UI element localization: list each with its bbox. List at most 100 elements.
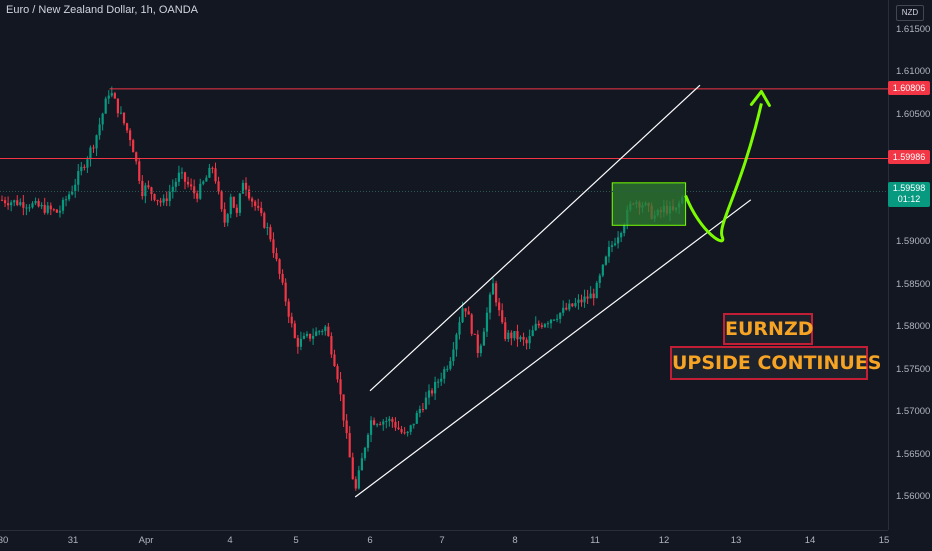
x-tick-label: 30 <box>0 535 9 546</box>
candle-body <box>141 180 144 197</box>
candle-body <box>373 420 376 425</box>
x-tick-label: 8 <box>512 535 518 546</box>
candle-body <box>461 308 464 323</box>
candle-body <box>321 331 324 333</box>
candle-body <box>385 420 388 422</box>
candle-body <box>77 171 80 185</box>
candle-body <box>589 293 592 299</box>
candle-body <box>177 172 180 182</box>
candle-body <box>610 245 614 247</box>
candle-body <box>565 307 568 310</box>
candle-body <box>617 237 620 244</box>
candle-body <box>546 323 550 325</box>
candle-body <box>409 425 412 432</box>
candle-body <box>132 140 135 153</box>
candle-body <box>376 424 379 426</box>
channel-upper-line[interactable] <box>369 84 701 392</box>
candle-body <box>577 299 580 303</box>
candle-body <box>470 314 473 334</box>
x-tick-label: 5 <box>293 535 299 546</box>
projection-curve[interactable] <box>684 103 763 243</box>
candle-body <box>125 123 129 131</box>
candle-body <box>305 333 309 336</box>
candle-body <box>336 366 339 380</box>
x-tick-label: 15 <box>878 535 890 546</box>
candle-body <box>504 322 507 339</box>
candle-body <box>287 301 290 317</box>
candle-body <box>263 213 266 228</box>
currency-badge[interactable]: NZD <box>896 5 924 21</box>
projection-arrowhead-icon <box>749 89 771 107</box>
candle-body <box>74 184 77 192</box>
candle-body <box>211 167 214 169</box>
candle-body <box>473 333 476 335</box>
candle-body <box>260 207 263 214</box>
candle-body <box>16 200 19 206</box>
candle-body <box>34 200 37 204</box>
candle-body <box>379 424 382 426</box>
candle-body <box>583 296 586 303</box>
candle-body <box>351 457 354 480</box>
candle-body <box>391 418 394 422</box>
candle-body <box>357 470 360 489</box>
candle-body <box>516 331 519 340</box>
candle-body <box>68 194 71 200</box>
candle-body <box>488 294 492 313</box>
time-axis[interactable] <box>0 530 888 551</box>
candle-body <box>171 186 174 192</box>
candle-body <box>363 447 367 459</box>
candle-body <box>464 308 467 312</box>
candle-body <box>449 361 452 369</box>
y-tick-label: 1.58000 <box>896 321 931 333</box>
candle-body <box>507 332 510 339</box>
candle-body <box>55 209 58 213</box>
y-tick-label: 1.61000 <box>896 66 931 78</box>
candle-body <box>293 323 296 338</box>
channel-lower-line[interactable] <box>354 199 752 498</box>
candle-body <box>190 184 193 187</box>
x-tick-label: 7 <box>439 535 445 546</box>
candle-body <box>95 135 98 149</box>
candle-body <box>199 183 202 199</box>
candle-body <box>522 336 525 340</box>
candle-body <box>415 412 418 424</box>
candle-body <box>446 368 449 370</box>
bar-countdown: 01:12 <box>897 194 921 204</box>
candle-body <box>308 333 312 339</box>
candle-body <box>537 323 540 326</box>
resistance-1-price-tag: 1.60806 <box>888 81 930 95</box>
candle-body <box>455 334 458 350</box>
candle-body <box>214 168 217 182</box>
candle-body <box>183 172 187 182</box>
candle-body <box>485 312 489 332</box>
candle-body <box>186 181 190 185</box>
candle-body <box>241 182 245 194</box>
candle-body <box>412 423 415 426</box>
candle-body <box>403 432 406 434</box>
y-tick-label: 1.61500 <box>896 24 931 35</box>
candle-body <box>330 336 333 355</box>
x-tick-label: 13 <box>730 535 742 546</box>
candle-body <box>568 303 571 310</box>
candle-body <box>427 390 431 398</box>
candle-body <box>315 331 318 336</box>
consolidation-box[interactable] <box>611 182 687 226</box>
x-tick-label: 4 <box>227 535 233 546</box>
candle-body <box>354 479 357 489</box>
candle-body <box>549 319 553 324</box>
candle-body <box>232 196 235 208</box>
resistance-2-price-tag: 1.59986 <box>888 150 930 164</box>
candle-body <box>452 349 455 362</box>
candle-body <box>498 302 501 311</box>
candle-body <box>318 331 321 333</box>
candle-body <box>394 421 397 428</box>
candle-body <box>586 296 589 299</box>
candle-body <box>406 431 409 434</box>
candle-body <box>13 200 16 203</box>
candle-body <box>138 161 141 181</box>
candle-series <box>0 86 687 491</box>
y-tick-label: 1.57500 <box>896 363 931 375</box>
candle-body <box>37 200 40 207</box>
candle-body <box>333 354 336 367</box>
